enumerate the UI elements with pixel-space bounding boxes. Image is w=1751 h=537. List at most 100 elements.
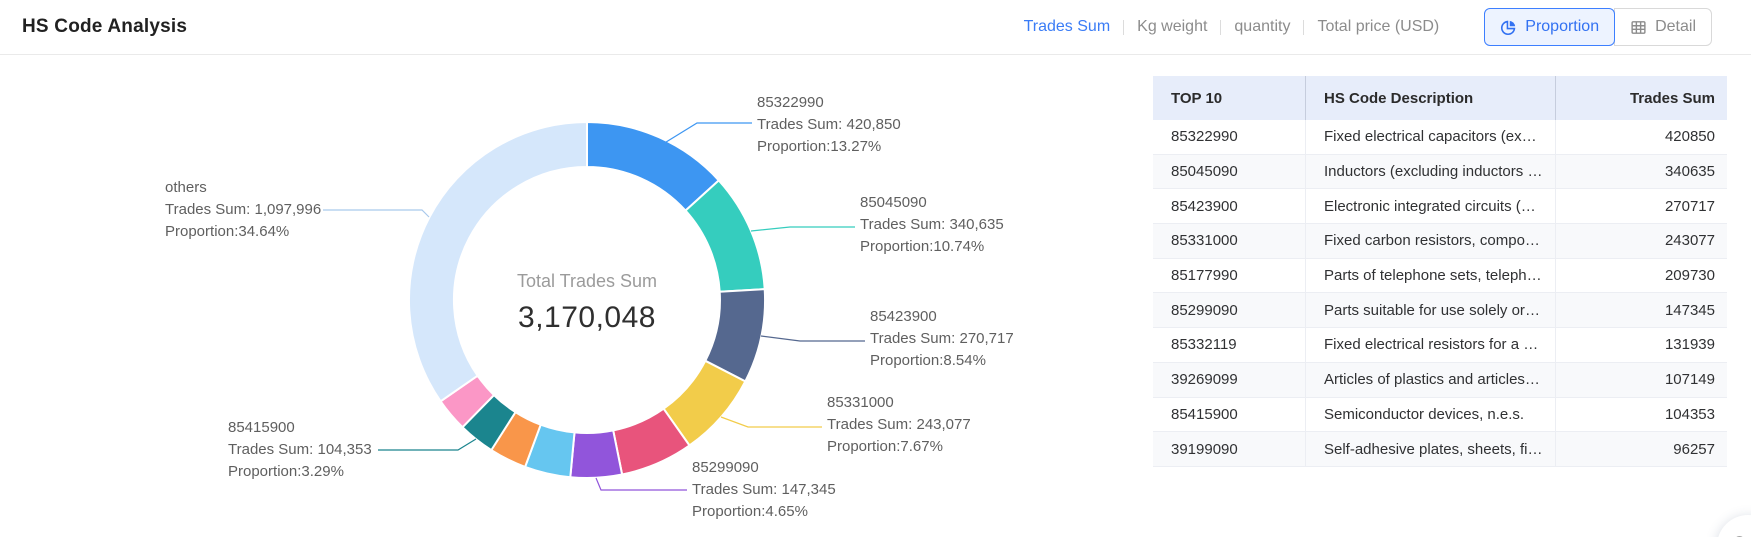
column-header-hs-code-description: HS Code Description [1305, 76, 1555, 120]
cell-description: Fixed electrical resistors for a po… [1305, 328, 1555, 362]
cell-hs-code: 85332119 [1171, 336, 1237, 354]
button-label: Proportion [1525, 18, 1600, 35]
pie-label-line-85045090 [750, 226, 855, 232]
cell-hs-code: 39199090 [1171, 440, 1238, 458]
cell-trades-sum: 243077 [1555, 224, 1727, 258]
pie-label-line-85423900 [760, 335, 865, 342]
cell-description: Fixed carbon resistors, composit… [1305, 224, 1555, 258]
pie-label-line1: 85299090 [692, 459, 759, 476]
pie-label-85299090: 85299090 Trades Sum: 147,345 Proportion:4.… [692, 457, 836, 523]
pie-label-line1: 85045090 [860, 194, 927, 211]
column-header-top-10: TOP 10 [1171, 89, 1223, 107]
pie-label-line2: Trades Sum: 243,077 [827, 416, 971, 433]
pie-label-line-85322990 [657, 122, 752, 148]
cell-hs-code: 85322990 [1171, 128, 1238, 146]
pie-label-line-85415900 [378, 438, 477, 451]
pie-label-line3: Proportion:4.65% [692, 503, 808, 520]
view-toggle-group: Proportion Detail [1484, 8, 1712, 46]
pie-label-others: others Trades Sum: 1,097,996 Proportion:34… [165, 177, 321, 243]
cell-hs-code: 85177990 [1171, 267, 1238, 285]
pie-label-85322990: 85322990 Trades Sum: 420,850 Proportion:13… [757, 92, 901, 158]
pie-label-line2: Trades Sum: 1,097,996 [165, 201, 322, 218]
top10-table: TOP 10 HS Code Description Trades Sum 8532… [1153, 76, 1727, 467]
pie-label-line1: 85423900 [870, 308, 937, 325]
pie-label-line3: Proportion:10.74% [860, 238, 985, 255]
pie-chart-icon [1501, 20, 1516, 35]
metric-tabs: Trades Sum Kg weight quantity Total price (… [1011, 18, 1453, 36]
table-row[interactable]: 85415900 Semiconductor devices, n.e.s. 104… [1153, 397, 1727, 433]
donut-chart-svg [323, 121, 865, 491]
cell-trades-sum: 131939 [1555, 328, 1727, 362]
pie-label-line2: Trades Sum: 340,635 [860, 216, 1004, 233]
cell-description: Fixed electrical capacitors (exclu… [1305, 120, 1555, 154]
cell-hs-code: 85331000 [1171, 232, 1238, 250]
metric-tab-kg-weight[interactable]: Kg weight [1137, 18, 1208, 35]
pie-label-line2: Trades Sum: 420,850 [757, 116, 901, 133]
metric-tab-quantity[interactable]: quantity [1234, 18, 1291, 35]
pie-label-line3: Proportion:34.64% [165, 223, 290, 240]
cell-hs-code: 85045090 [1171, 163, 1238, 181]
table-row[interactable]: 39199090 Self-adhesive plates, sheets, fi… [1153, 432, 1727, 467]
table-row[interactable]: 85332119 Fixed electrical resistors for a… [1153, 328, 1727, 363]
headset-icon [1735, 536, 1744, 537]
content-area: Total Trades Sum 3,170,048 85322990 Trade… [0, 55, 1751, 537]
table-body: 85322990 Fixed electrical capacitors (exc… [1153, 120, 1727, 467]
table-icon [1631, 20, 1646, 34]
proportion-button[interactable]: Proportion [1484, 8, 1616, 46]
cell-description: Electronic integrated circuits (ex… [1305, 189, 1555, 224]
pie-label-line3: Proportion:7.67% [827, 438, 943, 455]
cell-trades-sum: 420850 [1555, 120, 1727, 154]
cell-trades-sum: 209730 [1555, 258, 1727, 293]
pie-label-85045090: 85045090 Trades Sum: 340,635 Proportion:10… [860, 192, 1004, 258]
top-bar: HS Code Analysis Trades Sum Kg weight quan… [0, 0, 1751, 55]
top-right-controls: Trades Sum Kg weight quantity Total price (… [1011, 8, 1712, 46]
pie-label-line3: Proportion:13.27% [757, 138, 882, 155]
pie-segment-85299090[interactable] [569, 429, 624, 479]
pie-label-line2: Trades Sum: 104,353 [228, 441, 372, 458]
cell-description: Semiconductor devices, n.e.s. [1305, 397, 1555, 432]
cell-trades-sum: 340635 [1555, 154, 1727, 189]
table-row[interactable]: 85331000 Fixed carbon resistors, composit… [1153, 224, 1727, 259]
pie-label-line-others [323, 209, 430, 218]
metric-tab-total-price-usd[interactable]: Total price (USD) [1317, 18, 1440, 35]
pie-label-line1: 85415900 [228, 419, 295, 436]
metric-separator [1220, 19, 1222, 35]
pie-label-line1: 85322990 [757, 94, 824, 111]
cell-trades-sum: 147345 [1555, 293, 1727, 328]
pie-label-85415900: 85415900 Trades Sum: 104,353 Proportion:3.… [228, 417, 372, 483]
cell-description: Self-adhesive plates, sheets, fil… [1305, 432, 1555, 466]
pie-label-line3: Proportion:3.29% [228, 463, 344, 480]
pie-label-line2: Trades Sum: 270,717 [870, 330, 1014, 347]
pie-label-line-85331000 [720, 416, 822, 428]
cell-description: Parts of telephone sets, telepho… [1305, 258, 1555, 293]
column-header-trades-sum: Trades Sum [1555, 76, 1727, 120]
support-button[interactable] [1717, 515, 1751, 537]
table-row[interactable]: 85299090 Parts suitable for use solely or… [1153, 293, 1727, 329]
cell-hs-code: 85299090 [1171, 301, 1238, 319]
pie-label-line-85299090 [595, 477, 687, 491]
pie-segment-others[interactable] [407, 121, 588, 403]
button-label: Detail [1655, 18, 1696, 35]
pie-label-line1: others [165, 179, 207, 196]
cell-trades-sum: 104353 [1555, 397, 1727, 432]
detail-button[interactable]: Detail [1614, 8, 1712, 46]
page-title: HS Code Analysis [22, 16, 188, 37]
cell-hs-code: 39269099 [1171, 371, 1238, 389]
cell-trades-sum: 270717 [1555, 189, 1727, 224]
metric-tab-trades-sum[interactable]: Trades Sum [1023, 18, 1111, 35]
cell-description: Articles of plastics and articles o… [1305, 362, 1555, 397]
pie-label-85331000: 85331000 Trades Sum: 243,077 Proportion:7.… [827, 392, 971, 458]
pie-label-85423900: 85423900 Trades Sum: 270,717 Proportion:8.… [870, 306, 1014, 372]
pie-label-line3: Proportion:8.54% [870, 352, 986, 369]
table-header-row: TOP 10 HS Code Description Trades Sum [1153, 76, 1727, 120]
pie-label-line2: Trades Sum: 147,345 [692, 481, 836, 498]
table-row[interactable]: 85322990 Fixed electrical capacitors (exc… [1153, 120, 1727, 155]
table-row[interactable]: 85045090 Inductors (excluding inductors f… [1153, 154, 1727, 190]
table-row[interactable]: 39269099 Articles of plastics and article… [1153, 362, 1727, 398]
table-row[interactable]: 85423900 Electronic integrated circuits (… [1153, 189, 1727, 225]
cell-hs-code: 85415900 [1171, 405, 1238, 423]
table-row[interactable]: 85177990 Parts of telephone sets, telepho… [1153, 258, 1727, 294]
cell-trades-sum: 107149 [1555, 362, 1727, 397]
metric-separator [1123, 19, 1125, 35]
